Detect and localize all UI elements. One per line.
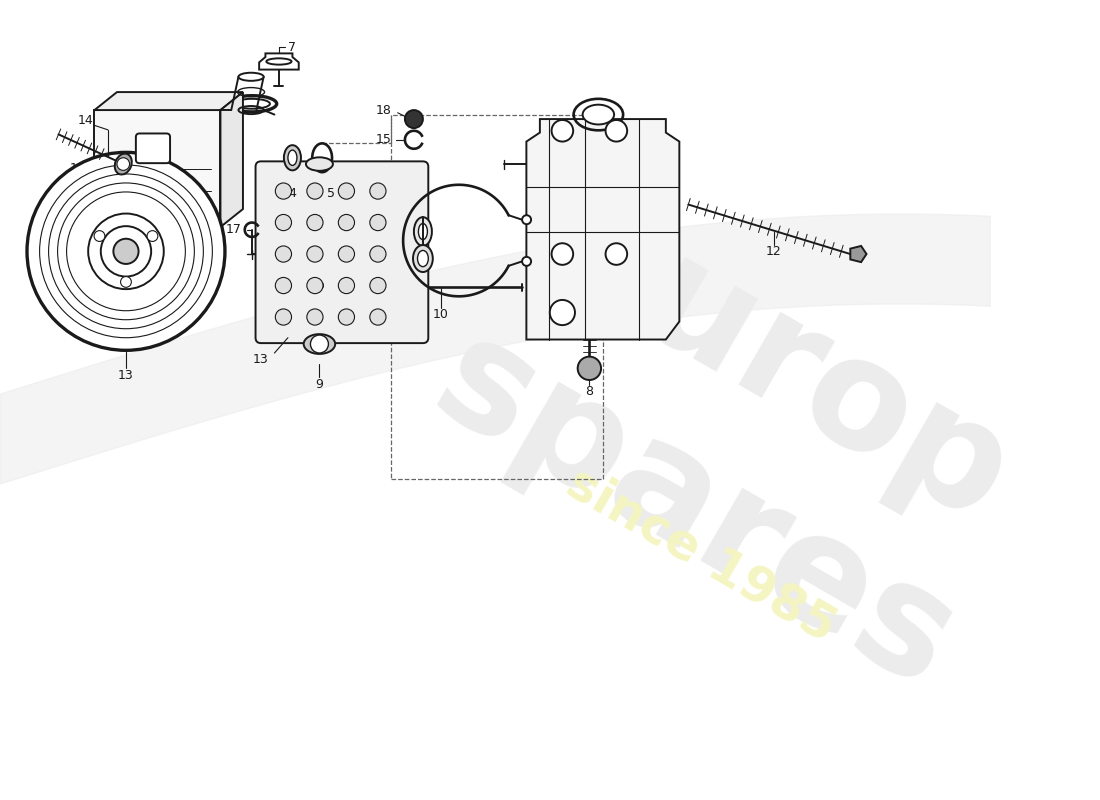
Circle shape — [307, 214, 323, 230]
Circle shape — [370, 278, 386, 294]
Circle shape — [275, 278, 292, 294]
Text: 18: 18 — [375, 103, 392, 117]
Circle shape — [370, 214, 386, 230]
Circle shape — [578, 357, 601, 380]
Circle shape — [147, 230, 158, 242]
Ellipse shape — [304, 334, 336, 354]
Text: 5: 5 — [331, 180, 340, 193]
Circle shape — [339, 278, 354, 294]
Text: 15: 15 — [375, 134, 392, 146]
Circle shape — [275, 246, 292, 262]
Ellipse shape — [306, 158, 333, 171]
Ellipse shape — [412, 245, 432, 272]
Ellipse shape — [414, 217, 432, 246]
Circle shape — [307, 278, 323, 294]
Circle shape — [405, 110, 422, 128]
Text: 4: 4 — [275, 180, 283, 193]
Text: 7: 7 — [288, 41, 296, 54]
Circle shape — [101, 226, 151, 277]
Text: 13: 13 — [253, 353, 268, 366]
Text: 12: 12 — [766, 245, 782, 258]
Circle shape — [275, 183, 292, 199]
Text: 9: 9 — [316, 378, 323, 391]
Circle shape — [310, 335, 329, 353]
Text: 14: 14 — [78, 114, 94, 127]
Polygon shape — [260, 54, 299, 70]
Text: 4: 4 — [288, 187, 296, 200]
Circle shape — [370, 309, 386, 325]
Circle shape — [522, 257, 531, 266]
Circle shape — [606, 243, 627, 265]
Text: 10: 10 — [433, 308, 449, 321]
Circle shape — [307, 246, 323, 262]
Circle shape — [121, 277, 131, 287]
Ellipse shape — [284, 145, 301, 170]
FancyBboxPatch shape — [255, 162, 428, 343]
Ellipse shape — [114, 154, 132, 174]
Ellipse shape — [288, 150, 297, 166]
Ellipse shape — [239, 73, 264, 81]
Polygon shape — [850, 246, 867, 262]
Polygon shape — [95, 110, 220, 227]
Circle shape — [522, 215, 531, 224]
Ellipse shape — [266, 58, 292, 65]
Circle shape — [316, 282, 323, 289]
Polygon shape — [527, 119, 680, 339]
Circle shape — [275, 309, 292, 325]
Text: 1: 1 — [69, 162, 78, 175]
Polygon shape — [95, 92, 243, 110]
Polygon shape — [220, 92, 243, 227]
Text: 16: 16 — [341, 290, 358, 304]
Circle shape — [370, 183, 386, 199]
Circle shape — [339, 214, 354, 230]
Circle shape — [551, 120, 573, 142]
Ellipse shape — [234, 99, 270, 109]
Circle shape — [28, 152, 224, 350]
Bar — [392, 114, 603, 479]
Circle shape — [339, 309, 354, 325]
Circle shape — [95, 230, 104, 242]
Circle shape — [113, 238, 139, 264]
Text: 6: 6 — [212, 93, 220, 106]
Ellipse shape — [418, 223, 428, 240]
Circle shape — [550, 300, 575, 325]
Circle shape — [370, 246, 386, 262]
Circle shape — [88, 214, 164, 289]
Circle shape — [551, 243, 573, 265]
Text: 6: 6 — [284, 209, 292, 222]
Circle shape — [307, 309, 323, 325]
Circle shape — [606, 120, 627, 142]
FancyBboxPatch shape — [136, 134, 170, 163]
Text: 13: 13 — [118, 369, 134, 382]
Circle shape — [117, 158, 130, 170]
Text: 11: 11 — [395, 216, 411, 229]
Circle shape — [339, 183, 354, 199]
Text: europ
spares: europ spares — [409, 156, 1066, 721]
Ellipse shape — [583, 105, 614, 125]
Circle shape — [307, 183, 323, 199]
Text: 17: 17 — [226, 223, 241, 236]
Ellipse shape — [418, 250, 428, 266]
Text: 8: 8 — [585, 386, 593, 398]
Circle shape — [275, 214, 292, 230]
Circle shape — [339, 246, 354, 262]
Text: 5: 5 — [327, 187, 336, 200]
Text: since 1985: since 1985 — [559, 459, 845, 652]
